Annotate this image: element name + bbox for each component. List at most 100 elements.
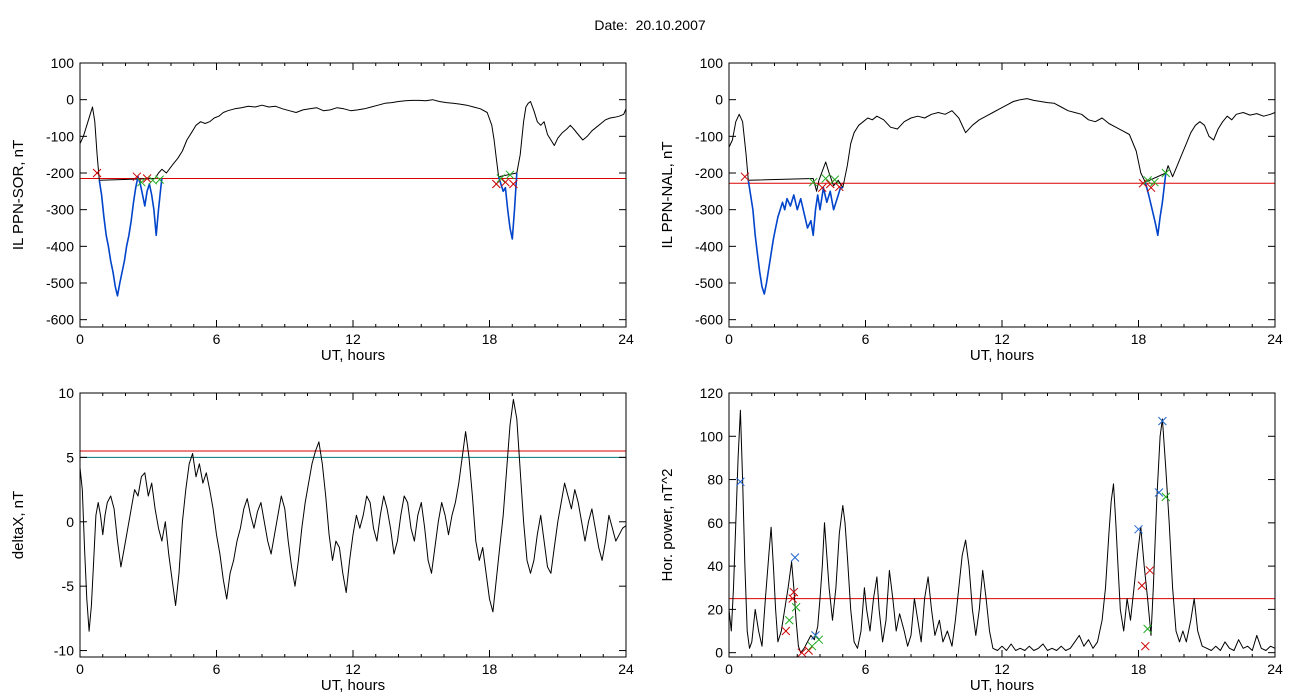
- x-tick-label: 24: [618, 661, 634, 677]
- y-tick-label: -500: [46, 275, 74, 291]
- x-marker: [811, 631, 820, 640]
- x-marker: [501, 177, 510, 187]
- y-tick-label: 80: [707, 472, 723, 488]
- y-tick-label: -200: [695, 165, 723, 181]
- y-tick-label: 0: [715, 645, 723, 661]
- y-tick-label: 0: [66, 514, 74, 530]
- y-tick-label: -100: [46, 128, 74, 144]
- x-tick-label: 24: [1267, 331, 1283, 347]
- x-marker: [784, 615, 794, 625]
- x-marker: [148, 175, 158, 185]
- y-tick-label: 0: [715, 92, 723, 108]
- x-marker: [821, 174, 831, 183]
- y-tick-label: 0: [66, 92, 74, 108]
- x-tick-label: 24: [1267, 661, 1283, 677]
- y-axis-label: IL PPN-SOR, nT: [10, 140, 27, 250]
- x-marker-stroke: [505, 170, 515, 180]
- x-marker: [1154, 488, 1164, 497]
- y-tick-label: 100: [700, 55, 724, 71]
- x-marker: [789, 587, 799, 597]
- x-marker: [505, 170, 515, 180]
- x-marker: [736, 477, 745, 487]
- x-marker-stroke: [808, 177, 818, 187]
- x-marker: [1150, 177, 1159, 187]
- x-marker-stroke: [797, 648, 807, 658]
- x-marker: [1140, 641, 1150, 651]
- y-tick-label: -500: [695, 275, 723, 291]
- x-marker-stroke: [501, 177, 510, 187]
- x-marker: [814, 635, 824, 645]
- x-tick-label: 12: [345, 331, 361, 347]
- x-marker: [1134, 524, 1143, 534]
- x-marker-stroke: [509, 179, 518, 189]
- x-tick-label: 6: [862, 331, 870, 347]
- series-line: [1144, 172, 1167, 237]
- y-tick-label: 5: [66, 449, 74, 465]
- series-line: [79, 398, 627, 632]
- x-marker-stroke: [814, 635, 824, 645]
- series-line: [79, 99, 627, 181]
- panel-hor-power: 0 6 12 18 24 0 20 40 60 80 100 120 UT, hours Hor. pow…: [659, 385, 1283, 694]
- x-marker-stroke: [790, 553, 800, 562]
- plot-frame: [728, 392, 1276, 658]
- series-line: [728, 98, 1276, 192]
- y-tick-label: -10: [54, 643, 74, 659]
- x-tick-label: 24: [618, 331, 634, 347]
- x-marker: [808, 177, 818, 187]
- x-marker: [1158, 416, 1167, 426]
- x-marker: [791, 602, 801, 612]
- y-tick-label: -600: [46, 312, 74, 328]
- x-axis-label: UT, hours: [970, 677, 1034, 694]
- x-marker-stroke: [789, 587, 799, 597]
- x-marker-stroke: [1146, 183, 1156, 193]
- x-marker: [1143, 175, 1152, 185]
- x-marker-stroke: [784, 615, 794, 625]
- x-marker-stroke: [1158, 416, 1167, 426]
- series-line: [747, 180, 843, 295]
- y-tick-label: 10: [58, 385, 74, 401]
- x-marker-stroke: [92, 168, 102, 178]
- page-title: Date: 20.10.2007: [594, 17, 706, 33]
- x-tick-label: 12: [345, 661, 361, 677]
- y-tick-label: 60: [707, 515, 723, 531]
- x-marker: [142, 174, 152, 183]
- x-marker-stroke: [811, 631, 820, 640]
- y-axis-label: Hor. power, nT^2: [659, 469, 676, 582]
- y-tick-label: -600: [695, 312, 723, 328]
- x-marker-stroke: [817, 183, 827, 193]
- x-marker-stroke: [1134, 524, 1143, 534]
- y-axis-label: IL PPN-NAL, nT: [659, 142, 676, 249]
- x-tick-label: 18: [482, 331, 498, 347]
- y-tick-label: -5: [62, 578, 75, 594]
- x-marker-stroke: [791, 602, 801, 612]
- x-marker: [491, 179, 501, 189]
- x-tick-label: 6: [213, 661, 221, 677]
- x-marker: [797, 648, 807, 658]
- x-marker-stroke: [1140, 641, 1150, 651]
- plot-frame: [79, 392, 627, 658]
- x-marker-stroke: [132, 172, 142, 182]
- x-marker-stroke: [736, 477, 745, 487]
- series-line: [98, 175, 163, 297]
- plot-frame: [728, 62, 1276, 328]
- x-marker: [1138, 178, 1148, 188]
- x-tick-label: 0: [725, 661, 733, 677]
- x-marker-stroke: [781, 626, 791, 636]
- x-marker: [1161, 168, 1171, 178]
- x-marker-stroke: [496, 174, 506, 183]
- y-tick-label: 40: [707, 558, 723, 574]
- x-tick-label: 0: [725, 331, 733, 347]
- x-tick-label: 0: [76, 661, 84, 677]
- x-marker-stroke: [740, 172, 750, 182]
- x-marker-stroke: [491, 179, 501, 189]
- x-marker-stroke: [830, 175, 840, 184]
- x-marker-stroke: [1161, 492, 1171, 502]
- x-marker-stroke: [804, 646, 813, 655]
- x-marker: [830, 175, 840, 184]
- x-marker-stroke: [155, 175, 164, 184]
- x-tick-label: 18: [1131, 331, 1147, 347]
- x-marker: [817, 183, 827, 193]
- y-axis-label: deltaX, nT: [10, 491, 27, 559]
- x-marker: [1143, 624, 1152, 634]
- x-axis-label: UT, hours: [970, 347, 1034, 364]
